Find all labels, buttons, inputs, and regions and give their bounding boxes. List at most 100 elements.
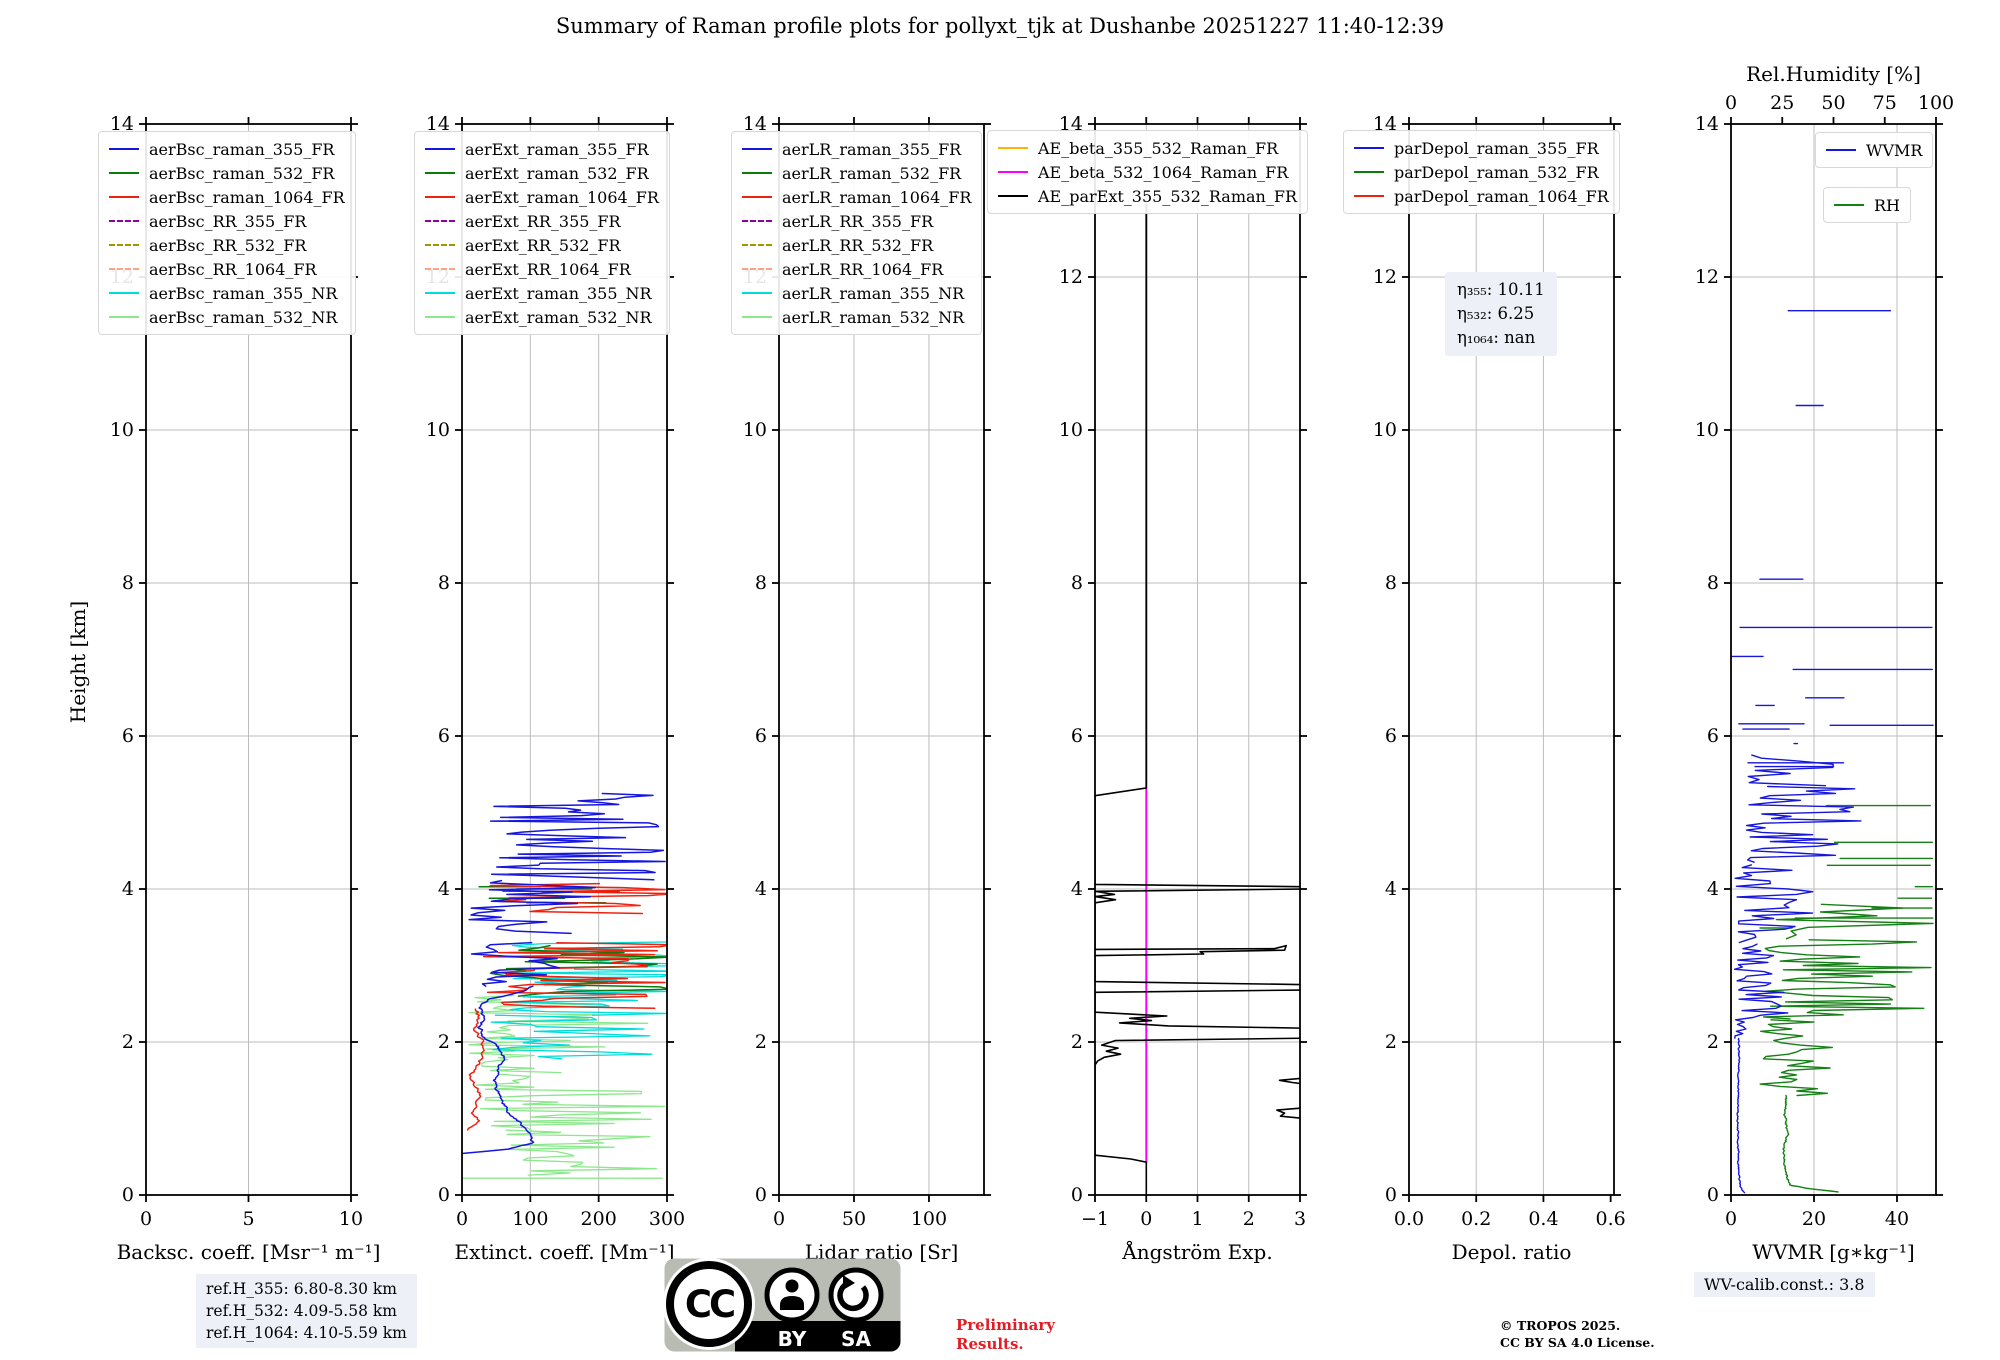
y-tick-label: 0: [755, 1184, 767, 1206]
series-WVMR: [1734, 864, 1814, 944]
legend-label: aerLR_raman_532_NR: [782, 307, 965, 327]
x-axis-label-wvmr: WVMR [g∗kg⁻¹]: [1752, 1240, 1914, 1264]
series-WVMR: [1747, 754, 1834, 787]
legend-entry: aerExt_raman_1064_FR: [425, 185, 659, 209]
legend-entry: aerExt_RR_532_FR: [425, 233, 659, 257]
legend-label: aerExt_raman_532_FR: [465, 163, 649, 183]
y-tick-label: 6: [1385, 725, 1397, 747]
legend-backscatter: aerBsc_raman_355_FR aerBsc_raman_532_FR ae…: [98, 131, 356, 335]
legend-entry: aerBsc_raman_355_FR: [109, 137, 345, 161]
legend-angstrom: AE_beta_355_532_Raman_FR AE_beta_532_1064…: [987, 130, 1308, 214]
y-tick-label: 6: [1707, 725, 1719, 747]
x-axis-label-backscatter: Backsc. coeff. [Msr⁻¹ m⁻¹]: [117, 1240, 381, 1264]
wv-calibration-note: WV-calib.const.: 3.8: [1694, 1272, 1875, 1297]
share-alike-arrow-icon: [837, 1280, 869, 1312]
x-axis-label-angstrom: Ångström Exp.: [1121, 1239, 1272, 1264]
legend-wvmr: RH: [1823, 187, 1911, 223]
legend-entry: aerExt_raman_355_NR: [425, 281, 659, 305]
y-tick-label: 0: [122, 1184, 134, 1206]
y-tick-label: 10: [1695, 419, 1719, 441]
legend-label: aerBsc_raman_355_NR: [149, 283, 338, 303]
y-tick-label: 6: [755, 725, 767, 747]
legend-entry: aerBsc_RR_1064_FR: [109, 257, 345, 281]
y-tick-label: 8: [1707, 572, 1719, 594]
legend-line-swatch: [742, 196, 772, 198]
cc-by-sa-badge: CC BY SA: [663, 1258, 901, 1352]
by-label: BY: [778, 1327, 807, 1351]
x-axis-label-extinction: Extinct. coeff. [Mm⁻¹]: [454, 1240, 674, 1264]
reference-height-box: ref.H_355: 6.80-8.30 km ref.H_532: 4.09-…: [196, 1274, 417, 1348]
y-tick-label: 0: [1385, 1184, 1397, 1206]
legend-label: aerBsc_raman_532_NR: [149, 307, 338, 327]
x-tick-label: 0: [773, 1208, 785, 1230]
legend-entry: aerExt_raman_355_FR: [425, 137, 659, 161]
top-axis-label: Rel.Humidity [%]: [1746, 62, 1921, 86]
top-tick-label: 25: [1770, 92, 1794, 114]
y-tick-label: 4: [1707, 878, 1719, 900]
legend-entry: aerLR_raman_532_FR: [742, 161, 971, 185]
legend-label: aerLR_raman_355_FR: [782, 139, 962, 159]
y-tick-label: 2: [122, 1031, 134, 1053]
share-alike-arrowhead-icon: [843, 1275, 855, 1290]
legend-line-swatch: [425, 268, 455, 270]
eta-annotation: η₃₅₅: 10.11 η₅₃₂: 6.25 η₁₀₆₄: nan: [1445, 272, 1557, 356]
y-tick-label: 14: [1695, 113, 1719, 135]
legend-line-swatch: [109, 172, 139, 174]
x-tick-label: 0: [456, 1208, 468, 1230]
y-tick-label: 6: [438, 725, 450, 747]
legend-entry: aerBsc_raman_355_NR: [109, 281, 345, 305]
y-tick-label: 0: [1707, 1184, 1719, 1206]
x-tick-label: 5: [242, 1208, 254, 1230]
x-tick-label: 0.0: [1394, 1208, 1424, 1230]
x-tick-label: 1: [1191, 1208, 1203, 1230]
legend-line-swatch: [742, 244, 772, 246]
series-RH: [1775, 903, 1934, 940]
legend-line-swatch: [109, 148, 139, 150]
x-tick-label: 100: [911, 1208, 947, 1230]
legend-line-swatch: [742, 148, 772, 150]
y-tick-label: 2: [1071, 1031, 1083, 1053]
legend-line-swatch: [742, 292, 772, 294]
y-tick-label: 12: [1059, 266, 1083, 288]
legend-line-swatch: [109, 316, 139, 318]
x-tick-label: 100: [512, 1208, 548, 1230]
series-AE_parExt_355_532_Raman_FR: [1276, 1107, 1300, 1119]
legend-entry: aerExt_raman_532_FR: [425, 161, 659, 185]
legend-entry: aerLR_RR_532_FR: [742, 233, 971, 257]
legend-line-swatch: [1354, 171, 1384, 173]
x-tick-label: 0.6: [1596, 1208, 1626, 1230]
y-tick-label: 0: [1071, 1184, 1083, 1206]
series-RH: [1782, 1094, 1839, 1193]
top-tick-label: 0: [1725, 92, 1737, 114]
legend-entry: AE_beta_532_1064_Raman_FR: [998, 160, 1297, 184]
y-tick-label: 14: [1059, 113, 1083, 135]
y-tick-label: 10: [426, 419, 450, 441]
y-tick-label: 2: [1385, 1031, 1397, 1053]
x-tick-label: 300: [649, 1208, 685, 1230]
series-aerExt_raman_355_FR: [462, 985, 535, 1155]
y-tick-label: 14: [743, 113, 767, 135]
legend-line-swatch: [1354, 195, 1384, 197]
eta-line: η₃₅₅: 10.11: [1457, 280, 1545, 299]
series-WVMR: [1745, 785, 1862, 863]
legend-label: aerBsc_raman_1064_FR: [149, 187, 345, 207]
series-aerExt_raman_355_FR: [468, 879, 596, 935]
y-tick-label: 2: [1707, 1031, 1719, 1053]
y-tick-label: 10: [743, 419, 767, 441]
legend-line-swatch: [109, 196, 139, 198]
x-tick-label: 40: [1885, 1208, 1909, 1230]
y-tick-label: 12: [1373, 266, 1397, 288]
legend-line-swatch: [109, 268, 139, 270]
series-WVMR: [1736, 1037, 1746, 1194]
legend-entry: AE_beta_355_532_Raman_FR: [998, 136, 1297, 160]
panel-wvmr: 0 20 40 0 2 4 6 8 10 12 14 0 25 50 75 100 Rel.Humidity […: [1695, 62, 1954, 1264]
top-tick-label: 100: [1918, 92, 1954, 114]
sa-label: SA: [841, 1327, 871, 1351]
ref-h-1064: ref.H_1064: 4.10-5.59 km: [206, 1324, 407, 1342]
top-tick-label: 75: [1873, 92, 1897, 114]
legend-label: aerBsc_RR_355_FR: [149, 211, 307, 231]
y-tick-label: 2: [438, 1031, 450, 1053]
y-tick-label: 8: [122, 572, 134, 594]
x-axis-label-depol: Depol. ratio: [1452, 1240, 1572, 1264]
y-tick-label: 4: [438, 878, 450, 900]
